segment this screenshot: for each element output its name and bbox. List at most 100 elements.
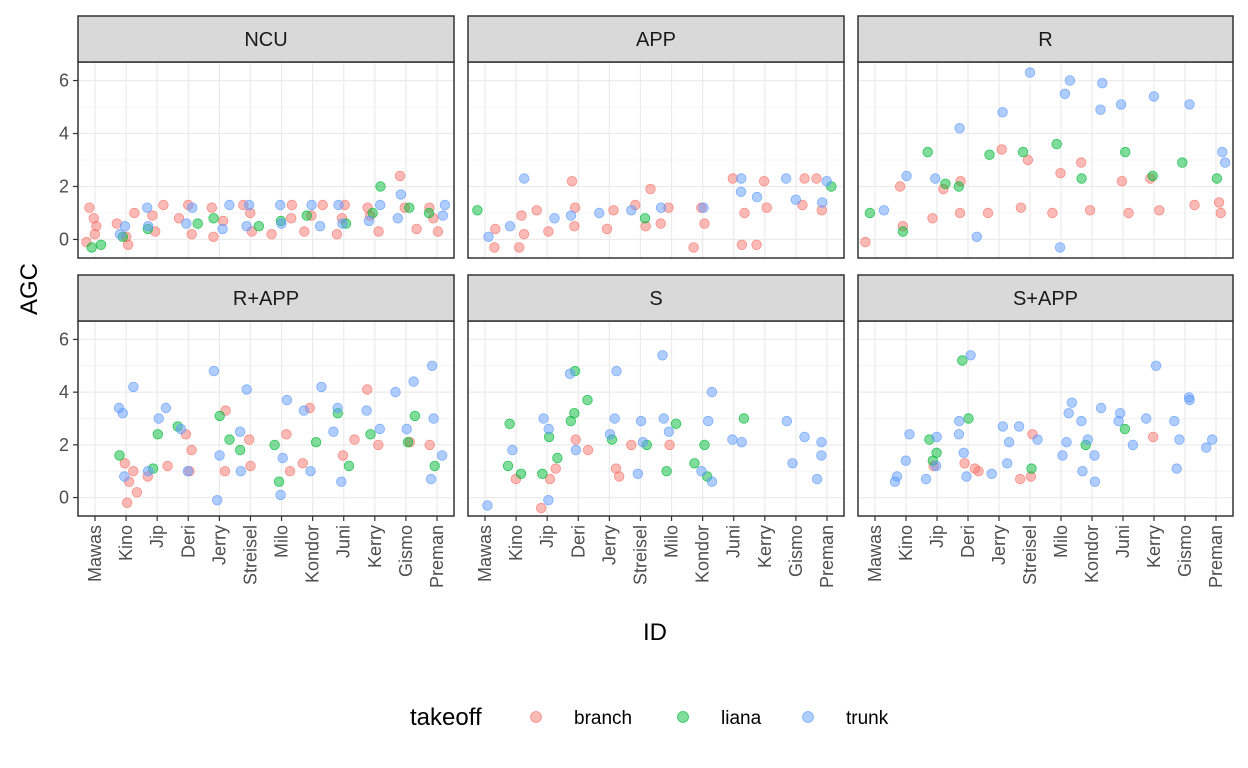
data-point-branch <box>1022 154 1034 166</box>
data-point-branch <box>927 213 938 224</box>
data-point-trunk <box>182 466 194 477</box>
data-point-liana <box>343 460 355 472</box>
data-point-branch <box>245 460 256 472</box>
data-point-trunk <box>1174 434 1185 445</box>
data-point-trunk <box>361 405 372 416</box>
data-point-branch <box>88 213 100 224</box>
data-point-branch <box>1047 207 1058 219</box>
data-point-branch <box>699 218 710 229</box>
data-point-branch <box>610 463 622 474</box>
y-axis-title: AGC <box>16 263 43 315</box>
data-point-branch <box>1215 207 1227 219</box>
data-point-trunk <box>1089 450 1100 461</box>
data-point-liana <box>1076 173 1087 184</box>
data-point-trunk <box>889 476 901 487</box>
data-point-branch <box>655 218 666 229</box>
data-point-branch <box>736 239 748 251</box>
data-point-branch <box>489 242 500 253</box>
x-tick-label: Deri <box>178 525 198 558</box>
data-point-liana <box>661 466 672 477</box>
data-point-trunk <box>736 437 747 448</box>
data-point-branch <box>536 502 547 514</box>
data-point-liana <box>1026 463 1037 474</box>
x-tick-label: Kino <box>506 525 526 561</box>
data-point-trunk <box>117 408 128 419</box>
data-point-trunk <box>904 429 915 440</box>
data-point-trunk <box>1077 466 1088 477</box>
data-point-trunk <box>549 213 560 224</box>
data-point-branch <box>1015 473 1026 485</box>
data-point-trunk <box>482 500 493 511</box>
x-tick-label: Jerry <box>599 525 619 565</box>
data-point-liana <box>552 452 563 464</box>
data-point-trunk <box>1064 75 1076 86</box>
strip-background <box>467 15 845 63</box>
legend-key-branch <box>530 711 542 723</box>
data-point-trunk <box>337 218 348 229</box>
data-point-trunk <box>1061 437 1072 448</box>
panel-s-plus-app: S+APP <box>857 274 1234 517</box>
data-point-trunk <box>901 170 912 182</box>
data-point-liana <box>208 213 219 224</box>
y-tick-label: 0 <box>59 229 69 249</box>
data-point-branch <box>608 205 619 216</box>
data-point-trunk <box>332 402 343 414</box>
data-point-branch <box>286 213 297 224</box>
data-point-branch <box>394 170 406 182</box>
data-point-liana <box>1051 138 1062 150</box>
x-tick-label: Streisel <box>240 525 260 585</box>
data-point-trunk <box>1171 463 1182 474</box>
x-tick-label: Jerry <box>989 525 1009 565</box>
panel-app: APP <box>467 15 845 259</box>
data-point-liana <box>1017 146 1029 158</box>
data-point-trunk <box>1059 88 1071 100</box>
data-point-branch <box>996 144 1007 155</box>
data-point-trunk <box>275 199 286 211</box>
data-point-liana <box>565 415 577 427</box>
data-point-branch <box>751 239 762 251</box>
data-point-branch <box>373 226 384 237</box>
strip-label: S+APP <box>1013 288 1078 310</box>
data-point-trunk <box>119 471 130 482</box>
data-point-trunk <box>1002 458 1013 469</box>
data-point-liana <box>152 429 164 440</box>
data-point-branch <box>664 439 675 451</box>
data-point-branch <box>969 463 981 474</box>
data-point-trunk <box>1200 442 1212 453</box>
data-point-trunk <box>306 199 317 211</box>
data-point-branch <box>266 228 277 240</box>
x-tick-label: Preman <box>817 525 837 588</box>
data-point-trunk <box>328 426 339 437</box>
data-point-branch <box>1147 431 1159 443</box>
data-point-trunk <box>277 452 288 464</box>
data-point-branch <box>582 444 594 456</box>
x-tick-label: Gismo <box>1175 525 1195 577</box>
data-point-trunk <box>1095 104 1106 115</box>
data-point-liana <box>95 239 107 251</box>
data-point-liana <box>301 210 313 221</box>
data-point-trunk <box>604 429 616 440</box>
x-tick-label: Preman <box>1206 525 1226 588</box>
data-point-liana <box>963 413 974 424</box>
data-point-trunk <box>954 122 965 134</box>
data-point-branch <box>331 228 343 240</box>
x-tick-label: Kerry <box>755 525 775 568</box>
data-point-trunk <box>175 423 187 435</box>
data-point-trunk <box>214 450 225 461</box>
x-axis-title: ID <box>643 619 667 646</box>
data-point-trunk <box>241 220 252 232</box>
x-tick-label: Juni <box>724 525 744 558</box>
panel-r-plus-app: R+APP <box>77 274 455 517</box>
data-point-trunk <box>374 423 386 435</box>
data-point-trunk <box>298 405 310 416</box>
data-point-trunk <box>1003 437 1015 448</box>
data-point-branch <box>129 207 140 219</box>
legend-label-branch: branch <box>574 708 632 729</box>
legend-item-branch: branch <box>530 708 632 729</box>
data-point-trunk <box>780 173 792 184</box>
data-point-trunk <box>1148 91 1160 102</box>
strip-label: NCU <box>244 29 287 51</box>
x-tick-label: Jip <box>147 525 167 548</box>
data-point-branch <box>147 210 158 221</box>
data-point-trunk <box>519 173 530 184</box>
